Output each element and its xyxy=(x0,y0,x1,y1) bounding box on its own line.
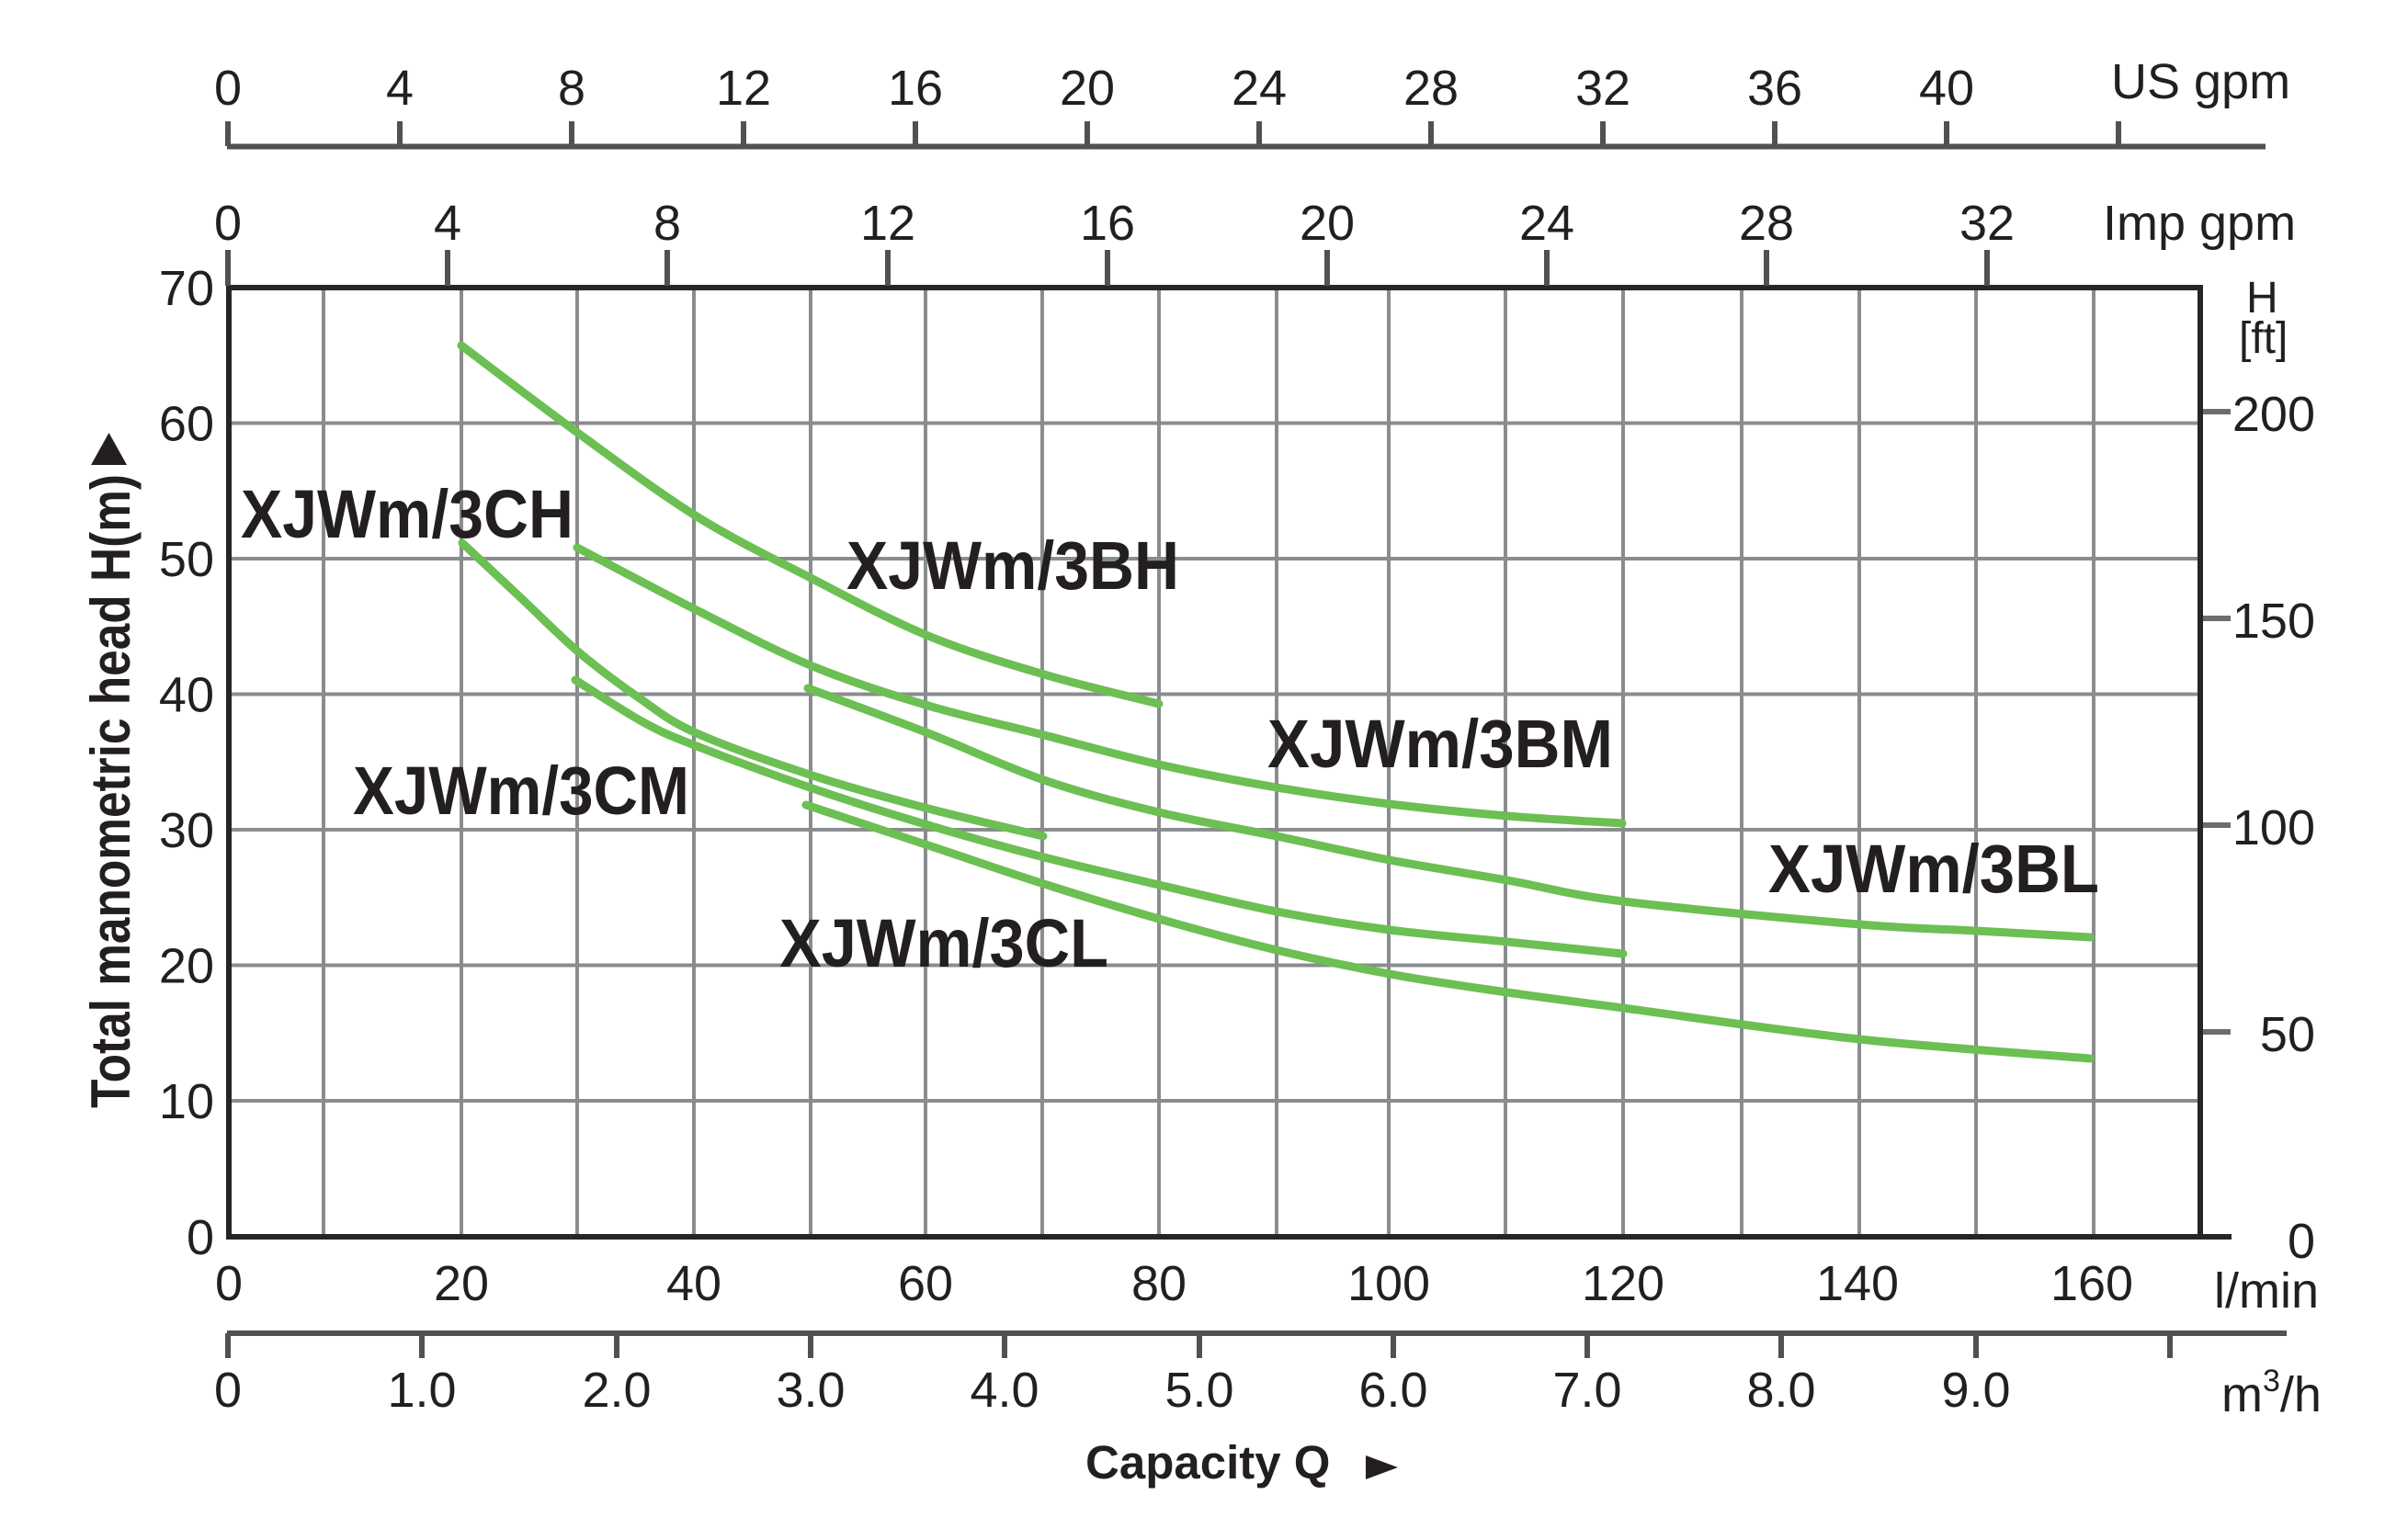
svg-text:US gpm: US gpm xyxy=(2111,54,2290,109)
svg-text:5.0: 5.0 xyxy=(1164,1363,1233,1418)
svg-text:7.0: 7.0 xyxy=(1552,1363,1621,1418)
svg-text:H: H xyxy=(2246,274,2278,323)
svg-text:3.0: 3.0 xyxy=(776,1363,845,1418)
svg-text:0: 0 xyxy=(2288,1214,2315,1269)
svg-text:200: 200 xyxy=(2232,387,2315,442)
svg-text:16: 16 xyxy=(888,61,943,116)
svg-text:0: 0 xyxy=(214,61,242,116)
svg-text:0: 0 xyxy=(214,196,242,251)
svg-text:Capacity Q: Capacity Q xyxy=(1085,1436,1330,1489)
svg-text:8: 8 xyxy=(558,61,585,116)
svg-text:6.0: 6.0 xyxy=(1358,1363,1427,1418)
svg-text:40: 40 xyxy=(159,668,214,723)
svg-text:16: 16 xyxy=(1080,196,1135,251)
svg-text:50: 50 xyxy=(2260,1007,2315,1062)
svg-text:[ft]: [ft] xyxy=(2239,314,2288,363)
svg-text:160: 160 xyxy=(2050,1256,2133,1311)
svg-text:24: 24 xyxy=(1232,61,1287,116)
svg-text:36: 36 xyxy=(1747,61,1802,116)
svg-text:28: 28 xyxy=(1403,61,1459,116)
svg-text:XJWm/3CH: XJWm/3CH xyxy=(241,476,574,552)
svg-text:40: 40 xyxy=(666,1256,721,1311)
svg-text:20: 20 xyxy=(1060,61,1115,116)
svg-text:20: 20 xyxy=(1300,196,1355,251)
svg-text:9.0: 9.0 xyxy=(1941,1363,2010,1418)
svg-text:70: 70 xyxy=(159,261,214,316)
svg-text:24: 24 xyxy=(1519,196,1574,251)
svg-text:4: 4 xyxy=(434,196,461,251)
svg-text:10: 10 xyxy=(159,1074,214,1129)
svg-text:2.0: 2.0 xyxy=(582,1363,651,1418)
svg-text:140: 140 xyxy=(1816,1256,1899,1311)
svg-text:8: 8 xyxy=(653,196,681,251)
svg-text:150: 150 xyxy=(2232,594,2315,649)
svg-text:0: 0 xyxy=(214,1363,242,1418)
svg-text:100: 100 xyxy=(1347,1256,1430,1311)
svg-text:XJWm/3BH: XJWm/3BH xyxy=(846,527,1179,604)
svg-text:Imp gpm: Imp gpm xyxy=(2103,196,2296,251)
svg-text:32: 32 xyxy=(1959,196,2015,251)
svg-text:12: 12 xyxy=(716,61,771,116)
svg-text:80: 80 xyxy=(1131,1256,1187,1311)
svg-text:20: 20 xyxy=(159,939,214,994)
svg-text:60: 60 xyxy=(898,1256,953,1311)
svg-text:1.0: 1.0 xyxy=(387,1363,456,1418)
svg-text:60: 60 xyxy=(159,397,214,452)
svg-text:4: 4 xyxy=(386,61,414,116)
svg-text:l/min: l/min xyxy=(2214,1263,2319,1319)
svg-text:100: 100 xyxy=(2232,800,2315,855)
svg-text:20: 20 xyxy=(434,1256,489,1311)
svg-text:XJWm/3BL: XJWm/3BL xyxy=(1768,831,2099,907)
svg-text:Total manometric head H(m): Total manometric head H(m) xyxy=(80,474,142,1108)
svg-text:120: 120 xyxy=(1582,1256,1664,1311)
svg-text:12: 12 xyxy=(860,196,915,251)
svg-text:0: 0 xyxy=(215,1256,243,1311)
svg-text:XJWm/3CM: XJWm/3CM xyxy=(353,753,689,829)
svg-text:8.0: 8.0 xyxy=(1746,1363,1815,1418)
svg-text:0: 0 xyxy=(187,1210,214,1265)
svg-text:28: 28 xyxy=(1739,196,1794,251)
svg-text:32: 32 xyxy=(1575,61,1630,116)
svg-text:50: 50 xyxy=(159,532,214,587)
svg-text:4.0: 4.0 xyxy=(970,1363,1039,1418)
svg-text:40: 40 xyxy=(1919,61,1974,116)
svg-text:XJWm/3BM: XJWm/3BM xyxy=(1267,706,1613,782)
svg-text:30: 30 xyxy=(159,803,214,858)
svg-text:XJWm/3CL: XJWm/3CL xyxy=(779,905,1108,981)
